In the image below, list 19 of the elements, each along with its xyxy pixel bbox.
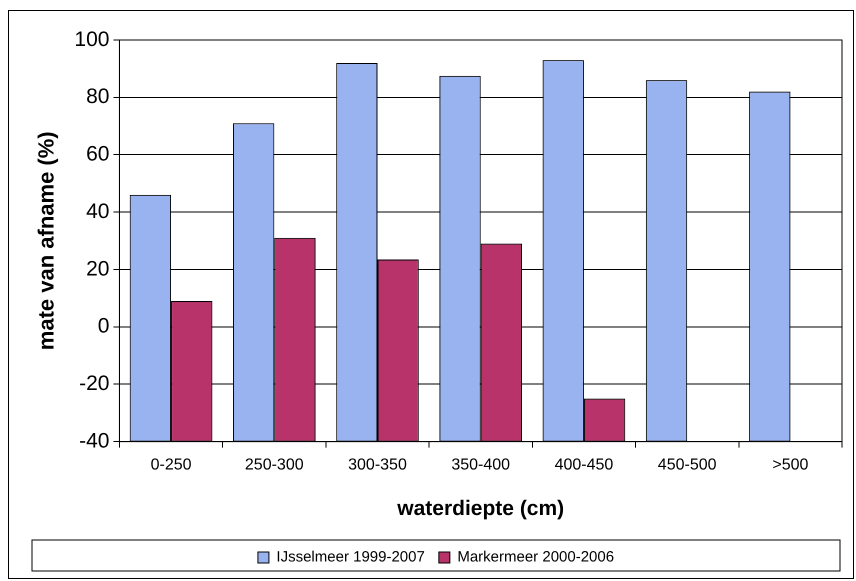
x-tick-label: 300-350 <box>348 456 407 474</box>
y-tick-label: 20 <box>86 257 110 280</box>
y-tick-label: 60 <box>86 142 110 166</box>
y-tick-label: -40 <box>79 429 110 452</box>
y-tick-label: 80 <box>86 85 110 108</box>
y-tick-label: 0 <box>98 314 110 338</box>
x-tick-label: 350-400 <box>451 456 510 474</box>
y-tick-label: 40 <box>86 200 110 223</box>
x-tick-label: 250-300 <box>244 456 304 474</box>
x-tick-label: 0-250 <box>150 456 192 474</box>
legend-label: IJsselmeer 1999-2007 <box>276 548 425 566</box>
x-axis-title: waterdiepte (cm) <box>396 497 564 520</box>
x-tick-label: >500 <box>772 456 809 474</box>
x-tick-label: 400-450 <box>554 456 614 474</box>
x-tick-label: 450-500 <box>658 456 717 474</box>
legend-label: Markermeer 2000-2006 <box>457 548 614 566</box>
y-tick-label: -20 <box>79 372 110 396</box>
y-axis-title: mate van afname (%) <box>33 131 58 350</box>
y-tick-label: 100 <box>74 28 110 51</box>
